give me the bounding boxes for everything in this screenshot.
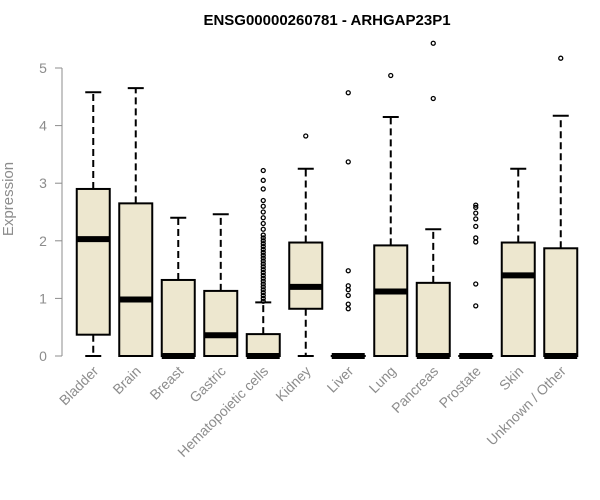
box-4 bbox=[245, 167, 281, 359]
category-label-10: Skin bbox=[496, 363, 527, 394]
outlier-4-24 bbox=[260, 226, 266, 232]
outlier-4-10 bbox=[260, 269, 266, 276]
y-tick-label-5: 5 bbox=[39, 60, 47, 76]
box-0 bbox=[75, 91, 111, 357]
outlier-4-31 bbox=[260, 177, 266, 183]
category-label-0: Bladder bbox=[56, 363, 102, 409]
outlier-9-4 bbox=[473, 223, 479, 230]
box-body-8 bbox=[415, 281, 451, 357]
box-9 bbox=[458, 202, 494, 359]
category-label-1: Brain bbox=[109, 363, 143, 397]
outlier-4-4 bbox=[260, 287, 266, 293]
category-label-7: Lung bbox=[366, 363, 399, 396]
outlier-9-7 bbox=[473, 204, 479, 211]
outlier-4-5 bbox=[260, 284, 266, 290]
category-label-5: Kidney bbox=[272, 363, 314, 405]
outlier-9-5 bbox=[473, 216, 479, 222]
outlier-4-27 bbox=[260, 209, 266, 215]
outlier-4-32 bbox=[260, 167, 266, 174]
box-body-4 bbox=[245, 333, 281, 357]
outlier-6-2 bbox=[345, 292, 351, 299]
outlier-4-2 bbox=[260, 292, 266, 299]
outlier-9-3 bbox=[473, 235, 479, 241]
outlier-4-22 bbox=[260, 235, 266, 241]
outlier-4-30 bbox=[260, 186, 266, 192]
box-2 bbox=[160, 216, 196, 359]
y-tick-label-3: 3 bbox=[39, 175, 47, 191]
outlier-4-3 bbox=[260, 289, 266, 296]
outlier-4-6 bbox=[260, 281, 266, 287]
outlier-9-1 bbox=[473, 281, 479, 287]
outlier-6-5 bbox=[345, 268, 351, 274]
box-1 bbox=[118, 87, 154, 357]
outlier-6-6 bbox=[345, 159, 351, 165]
outlier-4-23 bbox=[260, 232, 266, 238]
outlier-4-11 bbox=[260, 266, 266, 273]
outlier-11-0 bbox=[558, 55, 564, 61]
outlier-4-25 bbox=[260, 220, 266, 227]
outlier-6-4 bbox=[345, 283, 351, 289]
outlier-4-18 bbox=[260, 246, 266, 253]
box-body-2 bbox=[160, 278, 196, 357]
y-tick-label-2: 2 bbox=[39, 233, 47, 249]
outlier-8-0 bbox=[430, 95, 436, 102]
outlier-5-0 bbox=[303, 133, 309, 139]
box-body-10 bbox=[500, 241, 536, 357]
outlier-4-8 bbox=[260, 275, 266, 281]
outlier-6-1 bbox=[345, 301, 351, 307]
outlier-9-6 bbox=[473, 210, 479, 216]
plot-area bbox=[75, 40, 579, 359]
outlier-9-0 bbox=[473, 303, 479, 309]
box-3 bbox=[203, 213, 239, 357]
box-10 bbox=[500, 167, 536, 357]
box-8 bbox=[415, 40, 451, 359]
y-tick-label-1: 1 bbox=[39, 290, 47, 306]
box-body-0 bbox=[75, 187, 111, 336]
outlier-4-17 bbox=[260, 249, 266, 255]
box-body-11 bbox=[543, 247, 579, 357]
box-6 bbox=[330, 90, 366, 359]
category-label-11: Unknown / Other bbox=[483, 363, 569, 449]
outlier-4-7 bbox=[260, 278, 266, 284]
outlier-6-0 bbox=[345, 306, 351, 312]
box-body-1 bbox=[118, 202, 154, 357]
outlier-6-7 bbox=[345, 90, 351, 96]
outlier-4-12 bbox=[260, 264, 266, 270]
category-label-2: Breast bbox=[146, 363, 186, 403]
category-label-9: Prostate bbox=[436, 363, 484, 411]
outlier-4-16 bbox=[260, 252, 266, 258]
outlier-4-13 bbox=[260, 261, 266, 267]
outlier-4-29 bbox=[260, 197, 266, 204]
outlier-7-0 bbox=[388, 72, 394, 79]
box-body-7 bbox=[373, 244, 409, 358]
outlier-4-14 bbox=[260, 258, 266, 264]
outlier-4-15 bbox=[260, 255, 266, 261]
y-axis: 0 1 2 3 4 5 bbox=[39, 60, 63, 364]
outlier-9-8 bbox=[473, 202, 479, 208]
category-label-6: Liver bbox=[324, 363, 357, 396]
outlier-4-1 bbox=[260, 295, 266, 302]
outlier-4-28 bbox=[260, 203, 266, 209]
box-11 bbox=[543, 55, 579, 359]
outlier-8-1 bbox=[430, 40, 436, 46]
y-tick-label-4: 4 bbox=[39, 118, 47, 134]
category-label-8: Pancreas bbox=[388, 363, 441, 416]
outlier-4-0 bbox=[260, 298, 266, 304]
y-tick-label-0: 0 bbox=[39, 348, 47, 364]
chart-title: ENSG00000260781 - ARHGAP23P1 bbox=[203, 12, 450, 29]
y-axis-label: Expression bbox=[0, 162, 17, 236]
outlier-4-9 bbox=[260, 272, 266, 279]
outlier-4-19 bbox=[260, 243, 266, 250]
outlier-4-21 bbox=[260, 238, 266, 244]
box-body-5 bbox=[288, 241, 324, 310]
box-7 bbox=[373, 72, 409, 358]
outlier-4-20 bbox=[260, 241, 266, 247]
box-body-3 bbox=[203, 289, 239, 357]
outlier-4-26 bbox=[260, 215, 266, 221]
box-5 bbox=[288, 133, 324, 357]
